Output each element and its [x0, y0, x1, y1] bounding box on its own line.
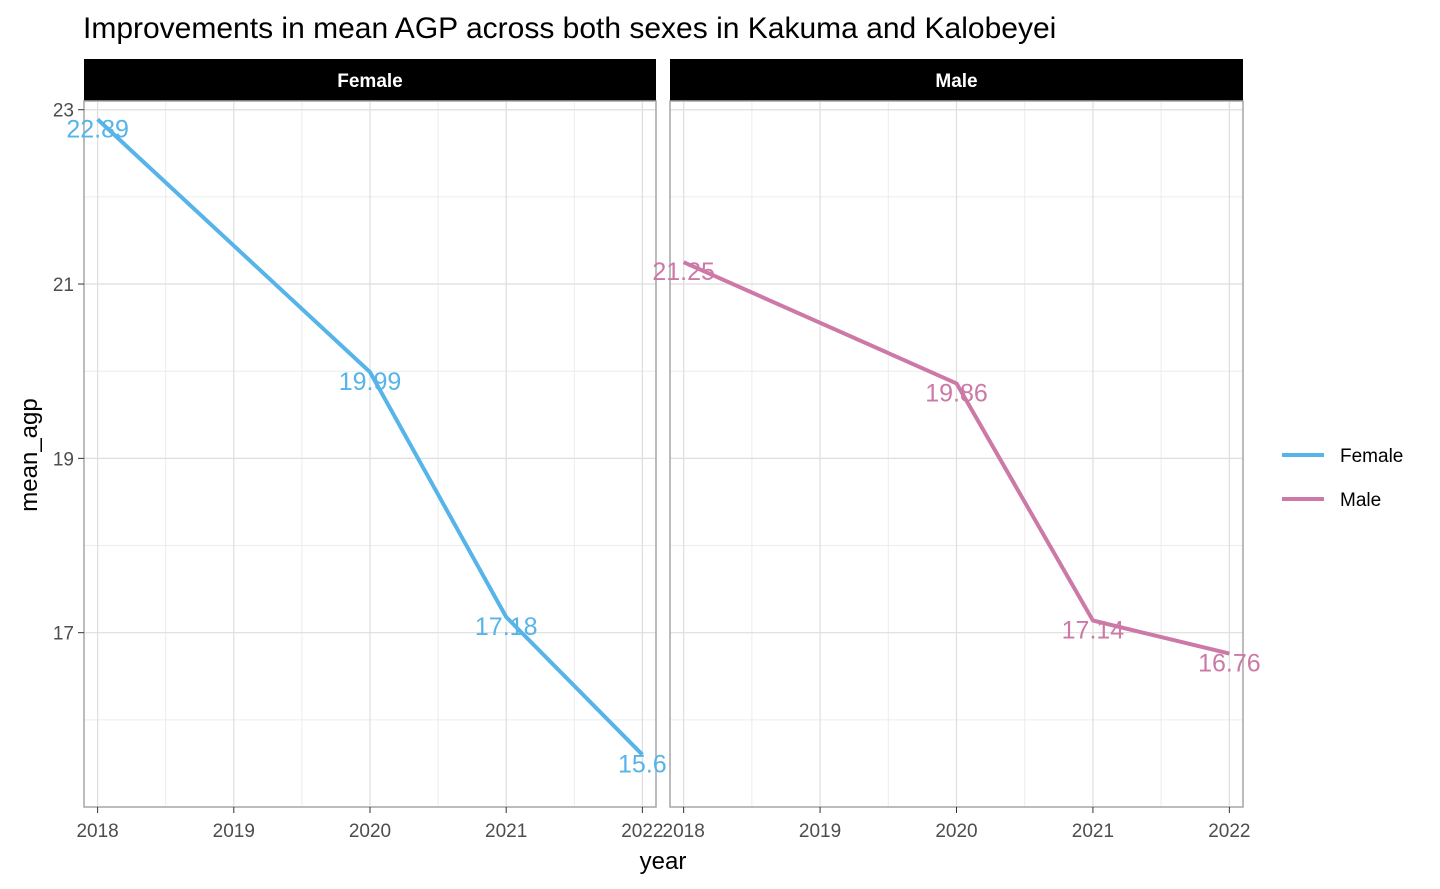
y-tick-label: 23 — [53, 101, 74, 122]
x-tick-label: 2022 — [621, 821, 663, 842]
chart-title: Improvements in mean AGP across both sex… — [83, 12, 1056, 45]
y-axis-title: mean_agp — [16, 398, 43, 511]
x-tick-label: 2022 — [1208, 821, 1250, 842]
data-label: 16.76 — [1198, 650, 1261, 678]
x-tick-label: 2021 — [1072, 821, 1114, 842]
data-label: 22.89 — [66, 115, 129, 143]
y-tick-label: 17 — [53, 624, 74, 645]
panel-male: Male 21.25 19.86 17.14 16.76 — [652, 59, 1261, 808]
facet-strip — [670, 59, 1243, 101]
legend: Female Male — [1282, 446, 1403, 511]
facet-strip-label: Male — [935, 71, 977, 92]
panel-female: Female 22.89 19.99 17.18 15.6 — [66, 59, 667, 808]
x-axis-title: year — [640, 848, 687, 875]
x-tick-label: 2020 — [935, 821, 977, 842]
y-tick-label: 21 — [53, 275, 74, 296]
x-tick-label: 2020 — [349, 821, 391, 842]
x-tick-label: 2018 — [663, 821, 705, 842]
x-tick-label: 2018 — [76, 821, 118, 842]
facet-strip-label: Female — [337, 71, 402, 92]
x-tick-label: 2019 — [799, 821, 841, 842]
facet-strip — [84, 59, 656, 101]
series-line-male — [682, 260, 1230, 656]
data-label: 19.99 — [339, 368, 402, 396]
x-tick-label: 2021 — [485, 821, 527, 842]
legend-label: Female — [1340, 446, 1403, 467]
facet-panels: Female 22.89 19.99 17.18 15.6 Male 21.25 19.86 1… — [66, 59, 1261, 808]
data-label: 19.86 — [925, 379, 988, 407]
data-label: 17.14 — [1062, 616, 1125, 644]
legend-item-female: Female — [1282, 446, 1403, 467]
series-line-female — [96, 117, 644, 757]
y-axis: 17 19 21 23 — [53, 101, 84, 645]
x-tick-label: 2019 — [213, 821, 255, 842]
data-label: 17.18 — [475, 613, 538, 641]
legend-item-male: Male — [1282, 490, 1381, 511]
y-tick-label: 19 — [53, 449, 74, 470]
data-label: 21.25 — [652, 258, 715, 286]
legend-label: Male — [1340, 490, 1381, 511]
data-label: 15.6 — [618, 751, 667, 779]
